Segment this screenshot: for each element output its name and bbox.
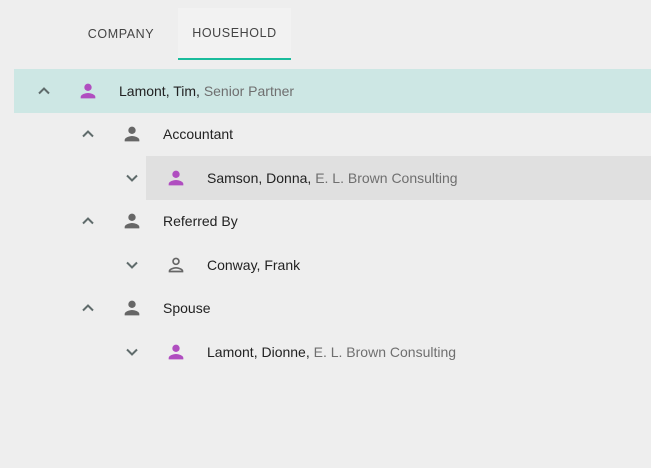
row-label: Accountant xyxy=(163,112,233,156)
chevron-down-icon[interactable] xyxy=(122,168,142,188)
row-label: Spouse xyxy=(163,286,210,330)
tree-row[interactable]: Referred By xyxy=(0,199,651,243)
row-detail: E. L. Brown Consulting xyxy=(315,170,458,186)
row-label: Lamont, Tim, Senior Partner xyxy=(119,69,294,113)
row-detail: E. L. Brown Consulting xyxy=(313,344,457,360)
tab-company[interactable]: COMPANY xyxy=(87,27,155,41)
person-icon xyxy=(121,210,143,232)
chevron-down-icon[interactable] xyxy=(122,342,142,362)
row-label: Samson, Donna, E. L. Brown Consulting xyxy=(207,156,458,200)
row-detail: Senior Partner xyxy=(203,83,295,99)
tree-row[interactable]: Spouse xyxy=(0,286,651,330)
tab-household[interactable]: HOUSEHOLD xyxy=(178,8,291,60)
row-name: Conway, Frank xyxy=(207,257,301,273)
tree-row[interactable]: Conway, Frank xyxy=(0,243,651,287)
row-label: Referred By xyxy=(163,199,238,243)
chevron-up-icon[interactable] xyxy=(78,124,98,144)
tree-row[interactable]: Accountant xyxy=(0,112,651,156)
chevron-down-icon[interactable] xyxy=(122,255,142,275)
row-name: Lamont, Tim, xyxy=(119,83,200,99)
tree-row[interactable]: Lamont, Dionne, E. L. Brown Consulting xyxy=(0,330,651,374)
row-name: Spouse xyxy=(163,300,211,316)
tree-row[interactable]: Samson, Donna, E. L. Brown Consulting xyxy=(126,156,651,200)
person-icon xyxy=(121,297,143,319)
row-label: Conway, Frank xyxy=(207,243,300,287)
person-icon xyxy=(165,167,187,189)
row-label: Lamont, Dionne, E. L. Brown Consulting xyxy=(207,330,456,374)
chevron-up-icon[interactable] xyxy=(34,81,54,101)
person-icon xyxy=(121,123,143,145)
row-name: Samson, Donna, xyxy=(207,170,312,186)
row-name: Accountant xyxy=(163,126,234,142)
row-name: Referred By xyxy=(163,213,238,229)
person-icon xyxy=(77,80,99,102)
person-icon xyxy=(165,341,187,363)
tab-bar: COMPANY HOUSEHOLD xyxy=(0,0,651,60)
person-outline-icon xyxy=(165,254,187,276)
row-name: Lamont, Dionne, xyxy=(207,344,310,360)
chevron-up-icon[interactable] xyxy=(78,298,98,318)
tree-row[interactable]: Lamont, Tim, Senior Partner xyxy=(14,69,651,113)
chevron-up-icon[interactable] xyxy=(78,211,98,231)
